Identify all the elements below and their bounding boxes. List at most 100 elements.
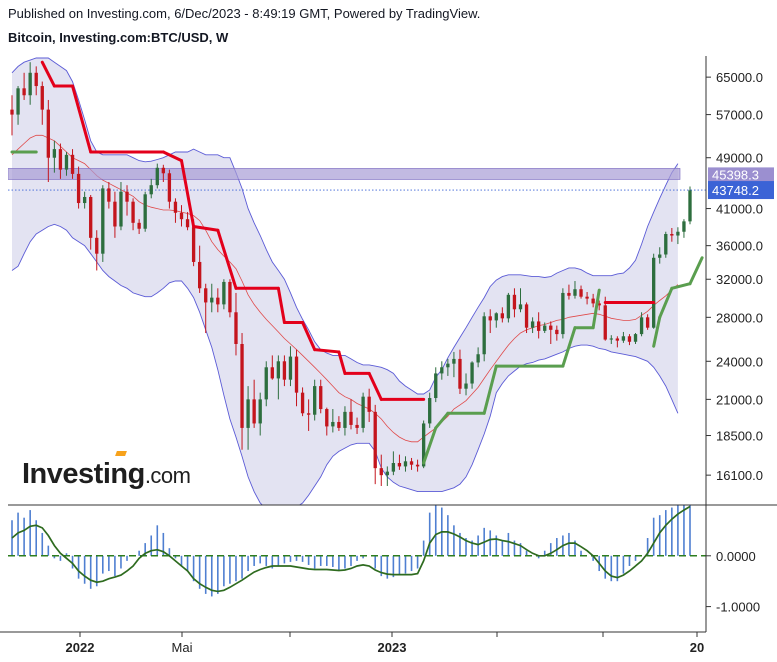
candle-body (173, 201, 178, 213)
candle-body (482, 316, 486, 355)
candle (428, 392, 432, 428)
candle (40, 81, 44, 125)
candle (355, 417, 359, 434)
supertrend-segment (367, 371, 383, 401)
candle (639, 312, 644, 337)
candle (464, 373, 468, 396)
candle-body (349, 411, 353, 425)
candle (325, 407, 329, 436)
supertrend-segment (161, 150, 183, 163)
candle-body (658, 254, 662, 258)
candle (89, 194, 93, 250)
candle-body (306, 413, 311, 415)
bollinger-mid-line (11, 134, 679, 443)
candle-body (409, 461, 414, 465)
candle-body (488, 316, 492, 321)
candle (494, 312, 498, 328)
supertrend-segment (658, 286, 674, 319)
candle (282, 355, 287, 387)
candle-body (89, 196, 93, 238)
candle-body (28, 72, 32, 96)
candle (343, 406, 347, 436)
candle-body (137, 222, 141, 229)
candle-body (276, 361, 281, 379)
candle-body (549, 325, 553, 330)
candle (161, 164, 166, 183)
candle-body (585, 296, 589, 299)
time-tick-label: Mai (172, 640, 193, 655)
supertrend-segment (276, 286, 286, 324)
candle (585, 291, 589, 305)
candle-body (234, 312, 238, 344)
candle (664, 231, 668, 258)
candle-body (143, 194, 147, 229)
candle (288, 346, 293, 387)
candle-body (458, 358, 462, 389)
candle-body (682, 221, 686, 232)
supertrend-segment (482, 364, 498, 415)
candle (107, 182, 111, 209)
candle-body (621, 336, 626, 341)
price-tick-label: 16100.0 (716, 468, 763, 483)
candle (488, 309, 492, 334)
candle (294, 349, 299, 407)
candle-body (282, 361, 287, 380)
candle-body (82, 196, 87, 204)
candle (403, 456, 408, 472)
candle-body (179, 212, 184, 220)
candle-body (615, 338, 620, 341)
candle-body (524, 304, 529, 328)
candle (367, 388, 371, 422)
candle-body (688, 190, 692, 222)
candle (82, 191, 87, 209)
candle (524, 302, 529, 334)
candle (409, 457, 414, 470)
candle (385, 466, 389, 486)
price-tick-label: 57000.0 (716, 108, 763, 123)
macd-signal-line (11, 505, 691, 593)
candle (446, 358, 450, 376)
candle-body (633, 334, 638, 342)
candle (10, 95, 14, 136)
candle (470, 361, 474, 389)
candle-body (58, 149, 63, 170)
candle-body (597, 303, 601, 306)
candle (482, 312, 486, 362)
candle-body (52, 149, 57, 158)
candle (543, 322, 547, 334)
zone-price-tag (708, 167, 774, 183)
candle (28, 62, 32, 105)
candle-body (125, 191, 129, 202)
candle (313, 379, 317, 421)
candle-body (113, 201, 117, 227)
candle (603, 296, 607, 341)
candle-body (161, 167, 166, 174)
resistance-zone (8, 168, 681, 180)
supertrend-segment (652, 315, 662, 348)
candle (149, 178, 153, 199)
candle-body (536, 321, 541, 331)
candle-body (573, 289, 577, 296)
candle (597, 300, 601, 311)
candle (440, 361, 444, 380)
candle (512, 288, 517, 318)
candle (204, 283, 208, 334)
candle (185, 212, 190, 231)
logo-suffix: .com (144, 463, 191, 488)
supertrend-segment (591, 288, 601, 330)
candle-body (561, 292, 565, 335)
candle (615, 336, 620, 348)
candle (70, 149, 75, 179)
current-price-tag (708, 181, 774, 200)
candle-body (397, 463, 402, 467)
candle-body (670, 234, 674, 236)
macd-tick-label: -1.0000 (716, 600, 760, 615)
candle-body (367, 396, 371, 412)
candle (173, 198, 178, 223)
candle-body (591, 298, 595, 304)
candle (252, 379, 256, 428)
price-tick-label: 41000.0 (716, 202, 763, 217)
candle-body (337, 421, 341, 428)
time-tick-label: 20 (690, 640, 704, 655)
